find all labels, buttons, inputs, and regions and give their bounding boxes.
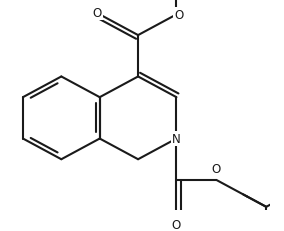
- Text: N: N: [172, 132, 181, 145]
- Text: O: O: [172, 218, 181, 231]
- Text: O: O: [93, 6, 102, 19]
- Text: O: O: [174, 9, 183, 22]
- Text: O: O: [212, 163, 221, 176]
